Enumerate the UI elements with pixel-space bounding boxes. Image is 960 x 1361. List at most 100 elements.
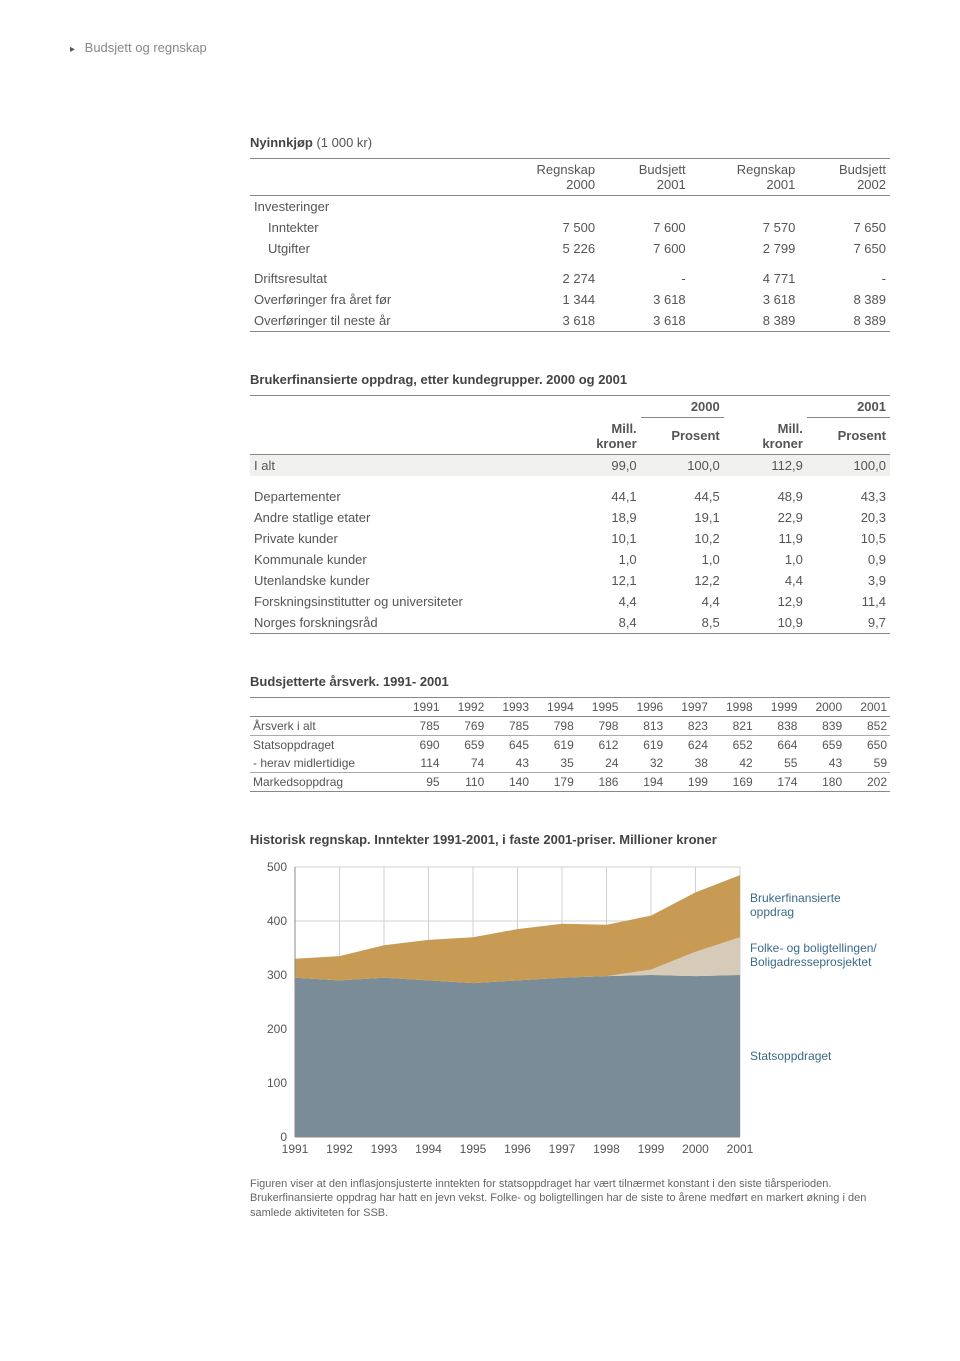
table-cell: 74 [443,754,488,773]
table2: 20002001Mill.kronerProsentMill.kronerPro… [250,395,890,634]
table-cell: 10,2 [641,528,724,549]
table-cell: 59 [845,754,890,773]
table-cell: 100,0 [641,454,724,476]
svg-text:400: 400 [267,914,287,928]
table-row-label: Overføringer til neste år [250,310,489,332]
table-cell: 7 650 [799,238,890,259]
table-cell: 43 [487,754,532,773]
table-cell: 4,4 [569,591,640,612]
legend-label: Boligadresseprosjektet [750,955,872,969]
table-nyinnkjop: Nyinnkjøp (1 000 kr) Regnskap2000Budsjet… [250,135,890,332]
table-cell: 619 [621,735,666,754]
table-cell: 10,5 [807,528,890,549]
table-cell: 1,0 [569,549,640,570]
table-cell: 44,1 [569,486,640,507]
table-cell: 18,9 [569,507,640,528]
svg-text:1994: 1994 [415,1142,442,1156]
table-cell: 174 [756,772,801,791]
table-row-label: Markedsoppdrag [250,772,398,791]
table-cell: 8,4 [569,612,640,634]
table-cell: 7 570 [690,217,800,238]
table-cell: 114 [398,754,443,773]
table-cell: 100,0 [807,454,890,476]
table-cell: 650 [845,735,890,754]
table-cell: 1,0 [641,549,724,570]
table-cell: 12,1 [569,570,640,591]
table-cell: 43 [800,754,845,773]
table-cell: 8 389 [690,310,800,332]
table-cell: 48,9 [736,486,807,507]
table-cell: 4,4 [641,591,724,612]
breadcrumb-label: Budsjett og regnskap [85,40,207,55]
table-cell: 652 [711,735,756,754]
table-cell: 7 500 [489,217,599,238]
table-cell: 180 [800,772,845,791]
svg-text:1996: 1996 [504,1142,531,1156]
table-cell: 664 [756,735,801,754]
table-cell: 179 [532,772,577,791]
table-cell: 186 [577,772,622,791]
table-cell: 838 [756,716,801,735]
table-cell: 8 389 [799,289,890,310]
table-cell: 55 [756,754,801,773]
table-cell: 10,1 [569,528,640,549]
breadcrumb: ▸ Budsjett og regnskap [70,40,890,55]
table-cell: 2 799 [690,238,800,259]
table-cell: 624 [666,735,711,754]
table-cell: 659 [443,735,488,754]
table3-title: Budsjetterte årsverk. 1991- 2001 [250,674,890,689]
table-cell: 798 [532,716,577,735]
svg-text:1995: 1995 [460,1142,487,1156]
table-row-label: Norges forskningsråd [250,612,569,634]
table-cell: 20,3 [807,507,890,528]
table-row-label: I alt [250,454,569,476]
table-row-label: Private kunder [250,528,569,549]
breadcrumb-arrow-icon: ▸ [70,44,75,55]
table-row-label: Utenlandske kunder [250,570,569,591]
table-cell: 112,9 [736,454,807,476]
table-cell: 19,1 [641,507,724,528]
table-brukerfinansierte: Brukerfinansierte oppdrag, etter kundegr… [250,372,890,634]
table-cell: 3 618 [599,289,690,310]
table-cell: 3,9 [807,570,890,591]
svg-text:100: 100 [267,1076,287,1090]
table-cell: 619 [532,735,577,754]
table-row-label: - herav midlertidige [250,754,398,773]
table-row-label: Driftsresultat [250,259,489,289]
table-cell: 690 [398,735,443,754]
table-cell: 645 [487,735,532,754]
table-arsverk: Budsjetterte årsverk. 1991- 2001 1991199… [250,674,890,792]
table-cell: - [799,259,890,289]
table-cell: 12,2 [641,570,724,591]
svg-text:1992: 1992 [326,1142,353,1156]
table-cell: 22,9 [736,507,807,528]
table-cell: 3 618 [599,310,690,332]
table1-title: Nyinnkjøp (1 000 kr) [250,135,890,150]
table-cell: 11,9 [736,528,807,549]
table-cell: 12,9 [736,591,807,612]
table-cell: 7 600 [599,238,690,259]
table-cell: 43,3 [807,486,890,507]
table-row-label: Andre statlige etater [250,507,569,528]
svg-text:500: 500 [267,860,287,874]
table-cell: 5 226 [489,238,599,259]
table-row-label: Forskningsinstitutter og universiteter [250,591,569,612]
table-cell: 2 274 [489,259,599,289]
table-cell: 9,7 [807,612,890,634]
table-cell: 8 389 [799,310,890,332]
table-cell: 8,5 [641,612,724,634]
table-cell: 35 [532,754,577,773]
table-cell: 659 [800,735,845,754]
table-cell: 821 [711,716,756,735]
table2-title: Brukerfinansierte oppdrag, etter kundegr… [250,372,890,387]
svg-text:200: 200 [267,1022,287,1036]
table1: Regnskap2000Budsjett2001Regnskap2001Buds… [250,158,890,332]
table-row-label: Investeringer [250,196,489,218]
table-cell: 169 [711,772,756,791]
table-cell: 785 [487,716,532,735]
table-row-label: Årsverk i alt [250,716,398,735]
table-cell: 1 344 [489,289,599,310]
svg-text:1998: 1998 [593,1142,620,1156]
table-cell: 32 [621,754,666,773]
table-cell: 798 [577,716,622,735]
